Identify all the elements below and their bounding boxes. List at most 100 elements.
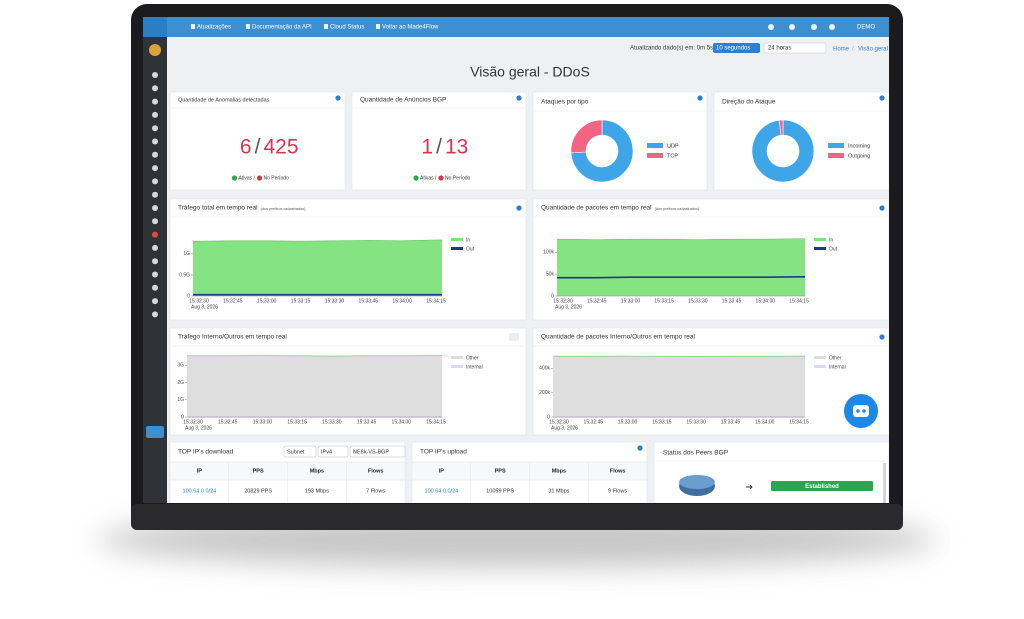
- y-tick-label: 0: [181, 414, 184, 420]
- nav-tool[interactable]: [768, 24, 774, 30]
- sidebar-icon[interactable]: [152, 244, 158, 251]
- legend-dot: [413, 175, 419, 181]
- y-tick-label: 3G: [177, 363, 184, 369]
- sidebar-icon[interactable]: [152, 298, 158, 305]
- x-tick-label: 15:33:15: [287, 419, 307, 425]
- sidebar-icon[interactable]: [152, 85, 158, 92]
- range-select[interactable]: [763, 42, 827, 54]
- screen: Atualizações Documentação da API Cloud Sta…: [143, 17, 889, 503]
- info-icon[interactable]: [879, 334, 885, 340]
- legend-swatch: [451, 365, 463, 368]
- x-date-label: Aug 3, 2026: [185, 425, 212, 431]
- sidebar-icon[interactable]: [152, 178, 158, 185]
- x-tick-label: 15:33:45: [721, 419, 741, 425]
- nav-link[interactable]: Cloud Status: [330, 25, 364, 31]
- sidebar-icon[interactable]: [152, 311, 158, 318]
- legend-label: Out: [829, 246, 838, 252]
- nav-link[interactable]: Voltar ao Made4Flow: [382, 25, 439, 31]
- x-tick-label: 15:32:45: [584, 419, 604, 425]
- chatbot-eye: [856, 409, 860, 413]
- nav-tool[interactable]: [829, 24, 835, 30]
- interval-select[interactable]: [713, 43, 760, 53]
- sidebar-icon[interactable]: [152, 231, 158, 238]
- x-tick-label: 15:33:00: [621, 298, 641, 304]
- info-icon[interactable]: [516, 95, 522, 101]
- sidebar-icon[interactable]: [152, 98, 158, 105]
- x-tick-label: 15:33:00: [253, 419, 273, 425]
- counter-total: 425: [264, 136, 299, 159]
- legend-swatch: [828, 153, 844, 158]
- counter-sep: /: [255, 136, 261, 159]
- legend-swatch: [814, 365, 826, 368]
- nav-link[interactable]: Documentação da API: [252, 25, 312, 31]
- page-title: Visão geral - DDoS: [470, 64, 590, 80]
- breadcrumb-sep: /: [852, 47, 854, 53]
- table-header-cell: Flows: [368, 468, 384, 474]
- series-line: [193, 239, 442, 242]
- legend-swatch: [814, 356, 826, 359]
- sidebar-icon[interactable]: [152, 271, 158, 278]
- info-icon[interactable]: [879, 95, 885, 101]
- table-cell: 7 Flows: [366, 488, 385, 494]
- counter-total: 13: [445, 136, 468, 159]
- x-tick-label: 15:34:00: [392, 298, 412, 304]
- chart-title: Quantidade de pacotes Interno/Outros em …: [541, 334, 695, 341]
- router-top: [679, 475, 715, 489]
- sidebar-icon[interactable]: [152, 125, 158, 132]
- filter-select[interactable]: [283, 445, 317, 458]
- y-tick-label: 0.5G: [179, 272, 190, 278]
- x-tick-label: 15:32:45: [587, 298, 607, 304]
- sidebar-icon[interactable]: [152, 218, 158, 225]
- sidebar-icon[interactable]: [152, 138, 158, 145]
- top-nav[interactable]: [143, 17, 889, 37]
- table-cell: 9 Flows: [608, 488, 627, 494]
- sidebar-icon[interactable]: [152, 258, 158, 265]
- sidebar-icon[interactable]: [152, 284, 158, 291]
- card: [653, 441, 889, 503]
- user-menu[interactable]: DEMO: [857, 25, 875, 31]
- breadcrumb-home[interactable]: Home: [833, 47, 850, 53]
- filter-select[interactable]: [317, 445, 349, 458]
- table-header-cell: PPS: [253, 468, 264, 474]
- sidebar-active[interactable]: [146, 426, 164, 438]
- avatar: [149, 44, 161, 56]
- y-tick-label: 200k: [539, 390, 550, 396]
- filter-select[interactable]: [349, 445, 406, 458]
- legend-label: TCP: [667, 153, 678, 159]
- area: [187, 355, 442, 417]
- info-icon[interactable]: [879, 205, 885, 211]
- donut-slice: [570, 119, 603, 154]
- nav-icon: [246, 24, 250, 29]
- filter-value: NE8k-VS-BGP: [353, 449, 389, 455]
- sidebar-icon[interactable]: [152, 165, 158, 172]
- nav-tool[interactable]: [811, 24, 817, 30]
- legend-label: Internal: [829, 364, 846, 370]
- sidebar-icon[interactable]: [152, 72, 158, 78]
- nav-link[interactable]: Atualizações: [197, 25, 231, 31]
- laptop-base: [131, 504, 903, 530]
- logo[interactable]: [143, 17, 167, 37]
- info-icon[interactable]: [697, 95, 703, 101]
- chart-menu[interactable]: [509, 333, 519, 341]
- sidebar-icon[interactable]: [152, 205, 158, 211]
- legend-label: Other: [466, 355, 479, 361]
- info-icon[interactable]: [637, 445, 643, 451]
- chart-title: Tráfego Interno/Outros em tempo real: [178, 334, 287, 341]
- sidebar-icon[interactable]: [152, 151, 158, 158]
- x-tick-label: 15:32:30: [549, 419, 569, 425]
- sidebar-icon[interactable]: [152, 111, 158, 118]
- nav-tool[interactable]: [789, 24, 795, 30]
- x-tick-label: 15:32:30: [189, 298, 209, 304]
- x-date-label: Aug 3, 2026: [191, 304, 218, 310]
- table-cell: 193 Mbps: [305, 488, 329, 494]
- legend-swatch: [451, 247, 463, 250]
- table-header-cell: IP: [439, 468, 445, 474]
- info-icon[interactable]: [335, 95, 341, 101]
- info-icon[interactable]: [516, 205, 522, 211]
- sidebar-icon[interactable]: [152, 191, 158, 198]
- counter-legend: No Período: [445, 175, 471, 181]
- x-tick-label: 15:33:30: [688, 298, 708, 304]
- x-tick-label: 15:33:30: [686, 419, 706, 425]
- table-header-cell: Flows: [610, 468, 626, 474]
- donut-title: Ataques por tipo: [541, 99, 589, 106]
